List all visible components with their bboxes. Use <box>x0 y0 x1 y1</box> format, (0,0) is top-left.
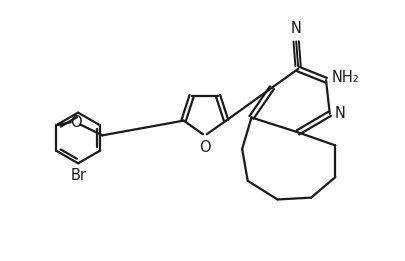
Text: NH₂: NH₂ <box>330 70 358 85</box>
Text: O: O <box>198 140 210 155</box>
Text: N: N <box>290 21 301 36</box>
Text: Br: Br <box>70 168 87 183</box>
Text: O: O <box>70 115 81 130</box>
Text: N: N <box>334 106 345 121</box>
